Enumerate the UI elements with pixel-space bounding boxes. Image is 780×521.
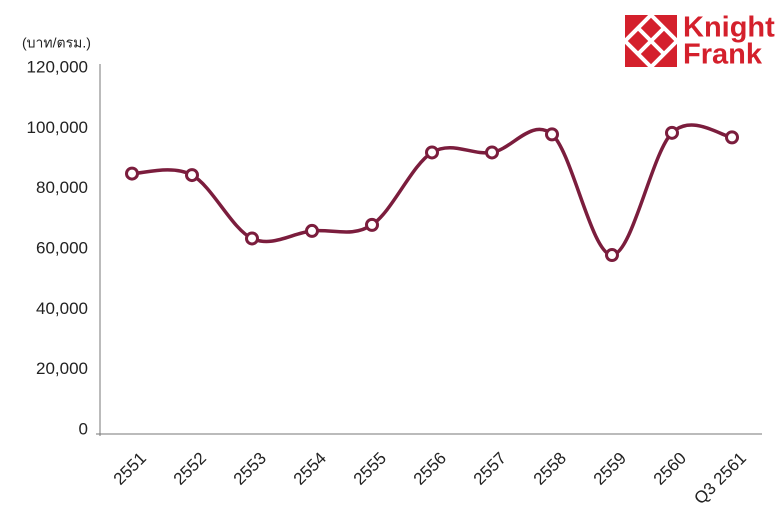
- logo-text: Frank: [683, 39, 763, 71]
- logo-icon-pattern: [622, 12, 680, 70]
- y-tick-label: 80,000: [36, 178, 88, 197]
- logo: Knight Frank: [622, 12, 775, 71]
- y-tick-label: 20,000: [36, 359, 88, 378]
- logo-text: Knight: [683, 12, 775, 44]
- marker: [245, 231, 259, 246]
- marker: [545, 127, 559, 142]
- marker: [605, 248, 619, 263]
- logo-icon-pattern: [636, 26, 666, 56]
- y-tick-label: 60,000: [36, 238, 88, 257]
- marker: [485, 145, 499, 160]
- x-tick-label: 2557: [470, 449, 510, 489]
- y-tick-label: 40,000: [36, 299, 88, 318]
- x-tick-label: 2560: [650, 449, 690, 489]
- y-tick-label: 120,000: [27, 57, 88, 76]
- x-tick-label: 2553: [230, 449, 270, 489]
- unit-label: (บาท/ตรม.): [22, 35, 91, 51]
- marker: [305, 223, 319, 238]
- x-tick-label: 2559: [590, 449, 630, 489]
- marker: [125, 166, 139, 181]
- x-tick-label: 2555: [350, 449, 390, 489]
- line: [131, 123, 733, 257]
- x-tick-label: 2558: [530, 449, 570, 489]
- x-tick-label: 2556: [410, 449, 450, 489]
- marker: [725, 130, 739, 145]
- y-tick-label: 0: [79, 419, 88, 438]
- x-tick-label: Q3 2561: [690, 449, 750, 509]
- y-tick-label: 100,000: [27, 118, 88, 137]
- marker: [425, 145, 439, 160]
- marker: [185, 168, 199, 183]
- x-tick-label: 2552: [170, 449, 210, 489]
- x-tick-label: 2551: [110, 449, 150, 489]
- x-tick-label: 2554: [290, 449, 330, 489]
- marker: [365, 217, 379, 232]
- marker: [665, 125, 679, 140]
